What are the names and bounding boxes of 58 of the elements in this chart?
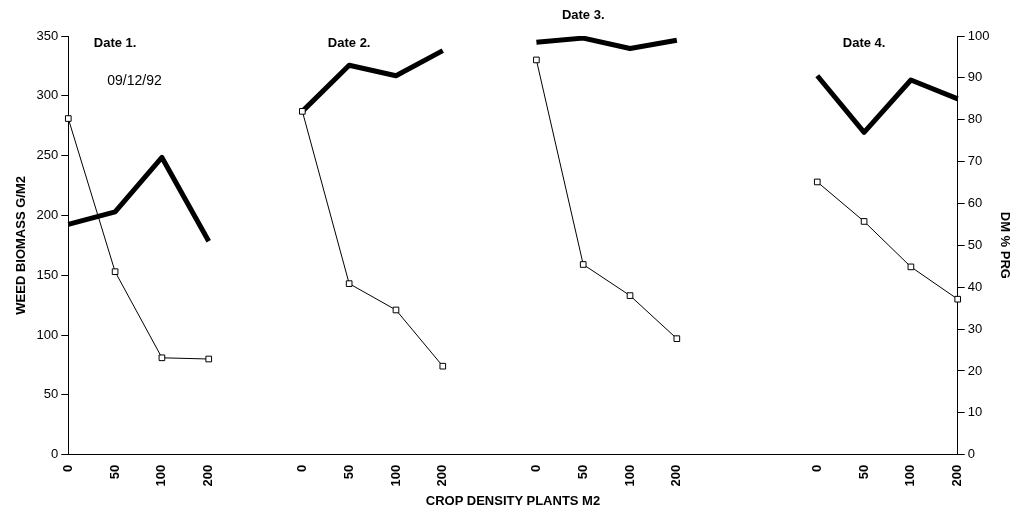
point	[673, 335, 681, 342]
y2-tick-label: 100	[967, 27, 990, 43]
point	[579, 261, 587, 268]
x-tick-label: 100	[387, 464, 403, 487]
y-tick-label: 200	[36, 207, 59, 223]
y2-tick-label: 50	[967, 236, 983, 252]
x-tick-label: 100	[621, 464, 637, 487]
annotation: Date 1.	[93, 34, 137, 50]
x-tick-label: 200	[434, 464, 450, 487]
y-axis-title: WEED BIOMASS G/M2	[13, 176, 29, 315]
point	[954, 295, 962, 303]
point	[860, 218, 868, 225]
text: Date 3.	[561, 7, 605, 23]
point	[158, 354, 166, 362]
y2-tick-label: 40	[967, 278, 983, 294]
x-tick-label: 200	[949, 464, 965, 487]
x-tick-label: 100	[153, 464, 169, 487]
point	[64, 115, 72, 122]
y2-tick-label: 30	[967, 320, 983, 336]
x-tick-label: 50	[574, 464, 590, 480]
x-tick-label: 0	[527, 464, 543, 472]
y2-axis-title: DM % PRG	[997, 211, 1013, 279]
y-tick-label: 250	[36, 147, 59, 163]
y-tick-label: 100	[36, 326, 59, 342]
y-tick-label: 350	[36, 27, 59, 43]
x-tick-label: 50	[855, 464, 871, 480]
y2-tick-label: 80	[967, 111, 983, 127]
point	[907, 263, 915, 271]
x-axis-title: CROP DENSITY PLANTS M2	[425, 492, 601, 508]
point	[205, 355, 213, 363]
y2-tick-label: 10	[967, 404, 983, 420]
y2-tick-label: 20	[967, 362, 983, 378]
y2-tick-label: 60	[967, 195, 983, 211]
y2-tick-label: 0	[967, 446, 975, 462]
y-tick-label: 300	[36, 87, 59, 103]
point	[345, 280, 353, 287]
x-tick-label: 50	[340, 464, 356, 480]
x-tick-label: 200	[200, 464, 216, 487]
y-tick-label: 150	[36, 266, 59, 282]
point	[111, 268, 119, 275]
x-tick-label: 0	[59, 464, 75, 472]
annotation: Date 4.	[842, 34, 886, 50]
x-tick-label: 200	[668, 464, 684, 487]
y-tick-label: 50	[43, 386, 59, 402]
x-tick-label: 50	[106, 464, 122, 480]
annotation: Date 2.	[327, 34, 371, 50]
x-tick-label: 0	[293, 464, 309, 472]
annotation: 09/12/92	[107, 72, 162, 89]
y2-tick-label: 90	[967, 69, 983, 85]
x-tick-label: 0	[808, 464, 824, 472]
point	[533, 56, 540, 64]
x-tick-label: 100	[902, 464, 918, 487]
point	[392, 306, 400, 314]
y-tick-label: 0	[51, 446, 59, 462]
point	[813, 178, 821, 186]
y2-tick-label: 70	[967, 153, 983, 169]
point	[439, 362, 447, 370]
point	[626, 292, 634, 299]
